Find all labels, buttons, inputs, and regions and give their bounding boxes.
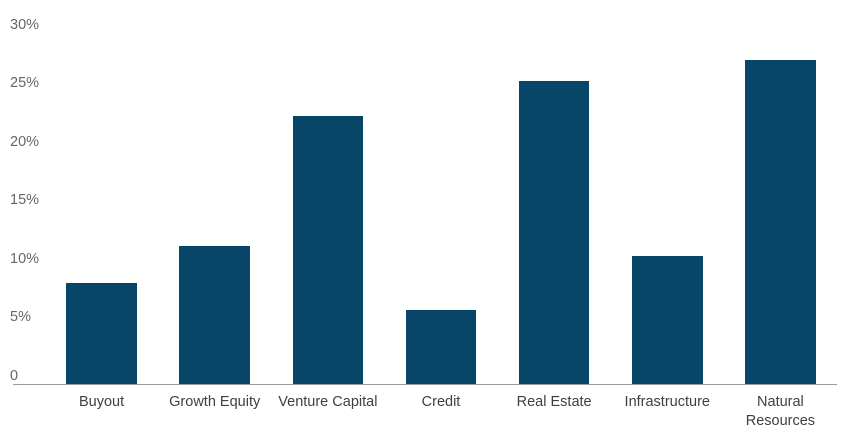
bar-infrastructure	[632, 256, 703, 385]
y-tick-label-20-: 20%	[10, 133, 40, 150]
x-axis-line	[13, 383, 837, 386]
bar-growth-equity	[179, 245, 250, 385]
bar-buyout	[66, 283, 137, 385]
bar-natural-resources	[745, 60, 816, 385]
x-category-label-credit: Credit	[421, 394, 461, 410]
bar-credit	[405, 310, 477, 385]
y-tick-label-25-: 25%	[10, 75, 40, 92]
y-tick-label-0: 0	[10, 367, 19, 384]
x-category-label-buyout: Buyout	[78, 394, 125, 410]
x-category-label-growth-equity: Growth Equity	[169, 394, 261, 410]
y-tick-label-5-: 5%	[10, 309, 31, 326]
x-category-label-venture-capital: Venture Capital	[278, 394, 378, 410]
y-tick-label-15-: 15%	[10, 192, 40, 209]
x-category-label-natural-resources: Natural Resources	[745, 394, 816, 429]
y-tick-label-30-: 30%	[10, 17, 40, 33]
x-category-label-real-estate: Real Estate	[516, 394, 592, 410]
bar-venture-capital	[292, 116, 364, 385]
x-category-label-infrastructure: Infrastructure	[624, 394, 710, 410]
bar-real-estate	[518, 81, 590, 385]
y-tick-label-10-: 10%	[10, 250, 40, 267]
